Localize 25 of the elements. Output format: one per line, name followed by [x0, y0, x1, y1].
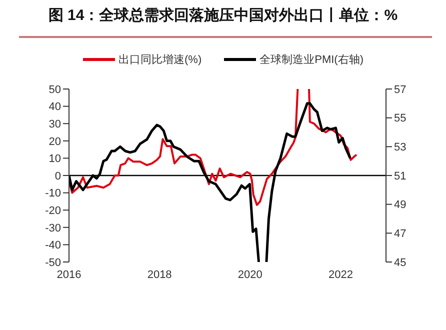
- y2-tick-label: 47: [394, 228, 406, 240]
- y2-tick-label: 55: [394, 112, 406, 125]
- x-tick-label: 2018: [147, 268, 172, 281]
- y2-tick-label: 51: [394, 170, 406, 182]
- y2-tick-label: 49: [394, 199, 406, 212]
- y-tick-label: 50: [48, 84, 61, 96]
- y2-tick-label: 53: [394, 142, 406, 154]
- y-tick-label: 0: [54, 170, 61, 182]
- x-tick-label: 2020: [238, 268, 262, 281]
- y-tick-label: 40: [48, 101, 61, 114]
- y-tick-label: -20: [45, 205, 61, 218]
- y-tick-label: 30: [48, 118, 61, 131]
- legend-label: 全球制造业PMI(右轴): [260, 53, 364, 67]
- x-tick-label: 2016: [56, 268, 82, 281]
- y-tick-label: -30: [45, 222, 61, 234]
- y-tick-label: -40: [45, 240, 61, 252]
- y2-tick-label: 45: [394, 256, 406, 269]
- chart-title: 图 14：全球总需求回落施压中国对外出口丨单位：%: [47, 6, 399, 25]
- y-tick-label: 20: [48, 136, 61, 148]
- y-tick-label: -10: [45, 188, 61, 200]
- x-tick-label: 2022: [328, 268, 353, 281]
- y-tick-label: -50: [45, 256, 61, 269]
- y-tick-label: 10: [48, 153, 61, 166]
- y2-tick-label: 57: [394, 84, 406, 96]
- legend-label: 出口同比增速(%): [118, 53, 202, 67]
